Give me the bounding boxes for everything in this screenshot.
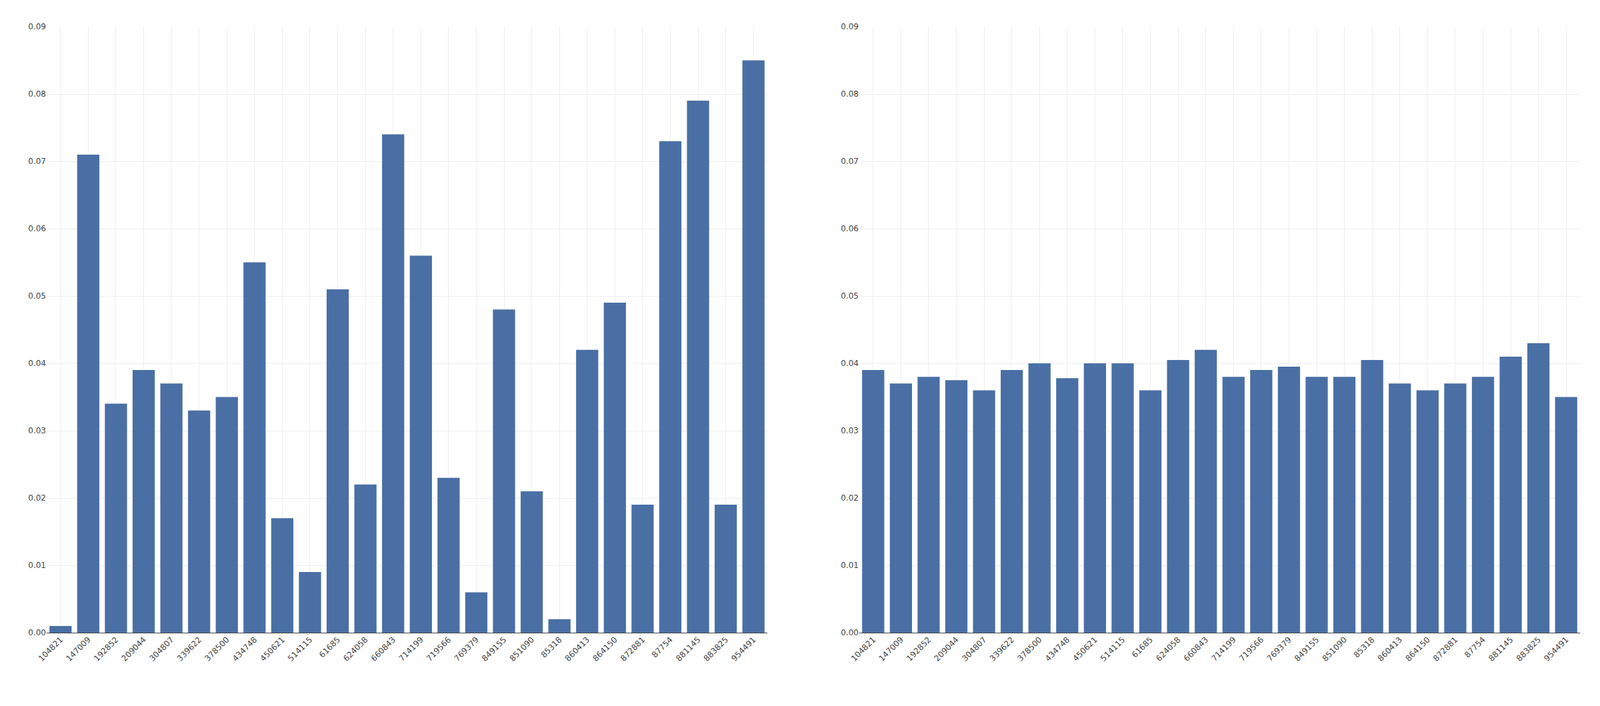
svg-text:883825: 883825 — [702, 634, 730, 663]
svg-text:104821: 104821 — [36, 634, 65, 663]
svg-text:954491: 954491 — [1542, 634, 1570, 663]
svg-text:0.07: 0.07 — [28, 156, 46, 166]
svg-text:0.03: 0.03 — [28, 426, 46, 436]
svg-text:61685: 61685 — [1130, 634, 1155, 660]
svg-text:339622: 339622 — [988, 634, 1016, 663]
svg-text:883825: 883825 — [1514, 634, 1543, 663]
svg-text:0.02: 0.02 — [840, 493, 859, 503]
svg-text:0.04: 0.04 — [28, 358, 46, 368]
svg-text:851090: 851090 — [1320, 634, 1349, 663]
svg-text:514115: 514115 — [286, 634, 314, 663]
svg-text:954491: 954491 — [729, 634, 758, 663]
svg-text:87754: 87754 — [1462, 634, 1488, 660]
svg-text:849155: 849155 — [1292, 634, 1321, 663]
svg-text:0.02: 0.02 — [28, 493, 46, 503]
svg-text:872881: 872881 — [1431, 634, 1460, 663]
svg-text:719566: 719566 — [424, 634, 453, 663]
svg-text:0.07: 0.07 — [840, 156, 859, 166]
svg-text:0.04: 0.04 — [840, 358, 859, 368]
svg-text:450621: 450621 — [258, 634, 286, 663]
svg-text:714199: 714199 — [1209, 634, 1238, 663]
svg-text:0.05: 0.05 — [840, 291, 859, 301]
svg-text:147009: 147009 — [64, 634, 92, 663]
svg-text:714199: 714199 — [396, 634, 425, 663]
svg-text:147009: 147009 — [876, 634, 905, 663]
svg-text:0.08: 0.08 — [840, 89, 859, 99]
svg-text:378500: 378500 — [202, 634, 231, 663]
svg-text:769379: 769379 — [452, 634, 481, 663]
svg-text:209044: 209044 — [120, 634, 148, 663]
svg-text:0.01: 0.01 — [28, 560, 46, 570]
svg-text:514115: 514115 — [1098, 634, 1127, 663]
svg-text:719566: 719566 — [1237, 634, 1266, 663]
svg-text:87754: 87754 — [650, 634, 675, 660]
svg-text:0.09: 0.09 — [28, 22, 46, 32]
svg-text:85318: 85318 — [1352, 634, 1377, 660]
svg-text:209044: 209044 — [932, 634, 961, 663]
svg-text:104821: 104821 — [849, 634, 878, 663]
svg-text:860413: 860413 — [1376, 634, 1404, 663]
svg-text:851090: 851090 — [508, 634, 536, 663]
svg-text:434748: 434748 — [1043, 634, 1072, 663]
svg-text:872881: 872881 — [618, 634, 647, 663]
svg-text:304807: 304807 — [960, 634, 988, 663]
svg-text:450621: 450621 — [1070, 634, 1099, 663]
svg-text:0.09: 0.09 — [840, 22, 859, 32]
svg-text:61685: 61685 — [317, 634, 342, 660]
svg-text:0.05: 0.05 — [28, 291, 46, 301]
svg-text:0.01: 0.01 — [840, 560, 859, 570]
svg-text:860413: 860413 — [563, 634, 592, 663]
svg-text:0.06: 0.06 — [840, 224, 859, 234]
svg-text:0.00: 0.00 — [28, 628, 46, 638]
svg-text:864150: 864150 — [590, 634, 619, 663]
svg-text:304807: 304807 — [147, 634, 176, 663]
svg-text:0.06: 0.06 — [28, 224, 46, 234]
svg-text:624058: 624058 — [1154, 634, 1182, 663]
svg-text:660843: 660843 — [369, 634, 398, 663]
svg-text:0.03: 0.03 — [840, 426, 859, 436]
svg-text:192852: 192852 — [904, 634, 933, 663]
svg-text:849155: 849155 — [480, 634, 508, 663]
svg-text:85318: 85318 — [539, 634, 564, 660]
svg-text:864150: 864150 — [1403, 634, 1432, 663]
svg-text:624058: 624058 — [341, 634, 370, 663]
svg-text:881145: 881145 — [1486, 634, 1515, 663]
svg-text:660843: 660843 — [1182, 634, 1210, 663]
svg-text:339622: 339622 — [175, 634, 204, 663]
svg-text:0.08: 0.08 — [28, 89, 46, 99]
svg-text:0.00: 0.00 — [840, 628, 859, 638]
svg-text:192852: 192852 — [92, 634, 120, 663]
svg-text:769379: 769379 — [1265, 634, 1294, 663]
svg-text:378500: 378500 — [1015, 634, 1044, 663]
svg-text:434748: 434748 — [230, 634, 259, 663]
svg-text:881145: 881145 — [674, 634, 702, 663]
